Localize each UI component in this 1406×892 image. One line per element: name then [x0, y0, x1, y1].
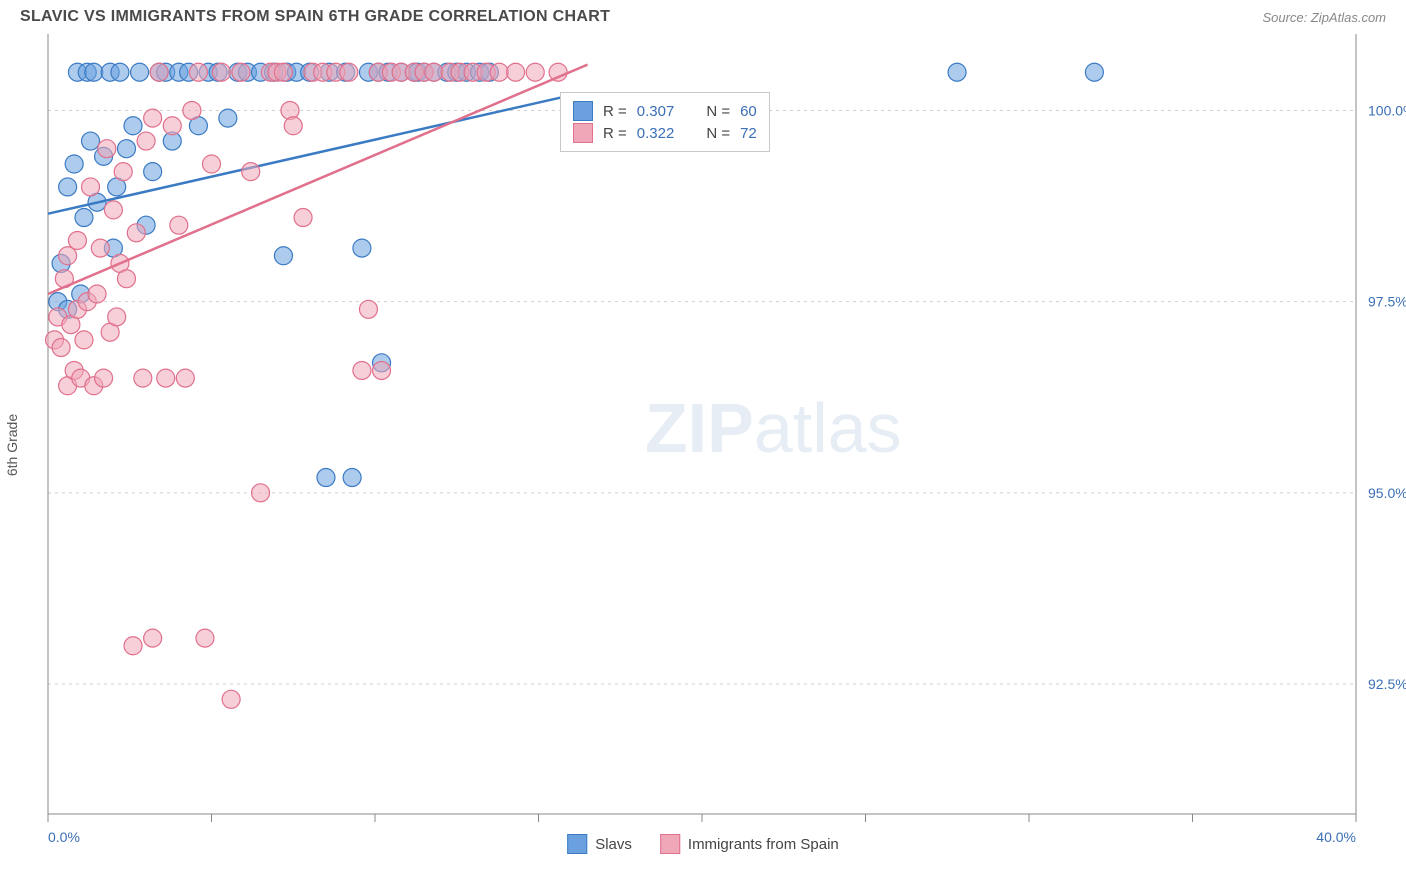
y-axis-label: 6th Grade [4, 414, 20, 476]
chart-source: Source: ZipAtlas.com [1262, 10, 1386, 25]
svg-text:92.5%: 92.5% [1368, 676, 1406, 692]
legend-label: Immigrants from Spain [688, 836, 839, 853]
scatter-plot-svg: 92.5% 95.0% 97.5% 100.0% 0.0% 40.0% [0, 30, 1406, 850]
svg-text:95.0%: 95.0% [1368, 485, 1406, 501]
svg-text:40.0%: 40.0% [1316, 829, 1356, 845]
stats-legend: R = 0.307N = 60R = 0.322N = 72 [560, 92, 770, 152]
chart-title: SLAVIC VS IMMIGRANTS FROM SPAIN 6TH GRAD… [20, 8, 610, 26]
svg-text:0.0%: 0.0% [48, 829, 80, 845]
legend-swatch-icon [660, 834, 680, 854]
svg-text:97.5%: 97.5% [1368, 294, 1406, 310]
legend-item-spain: Immigrants from Spain [660, 834, 839, 854]
svg-text:100.0%: 100.0% [1368, 102, 1406, 118]
chart-area: 6th Grade 92.5% 95.0% 97.5% 100.0% 0.0% 40.0%… [0, 30, 1406, 860]
legend-label: Slavs [595, 836, 632, 853]
chart-header: SLAVIC VS IMMIGRANTS FROM SPAIN 6TH GRAD… [0, 0, 1406, 30]
legend-item-slavs: Slavs [567, 834, 632, 854]
series-legend: Slavs Immigrants from Spain [567, 834, 839, 854]
legend-swatch-icon [567, 834, 587, 854]
